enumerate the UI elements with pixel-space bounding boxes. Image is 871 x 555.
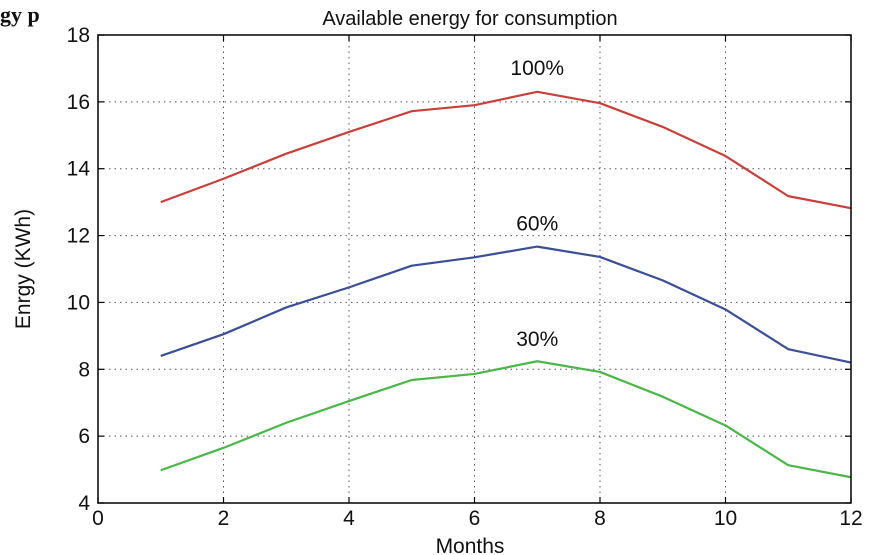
y-tick-label: 8 (78, 358, 90, 381)
y-tick-label: 16 (67, 91, 90, 114)
y-tick-label: 12 (67, 225, 90, 248)
y-axis-label: Enrgy (KWh) (12, 209, 35, 329)
y-tick-label: 10 (67, 291, 90, 314)
x-tick-label: 0 (92, 507, 104, 530)
x-tick-label: 12 (839, 507, 862, 530)
x-tick-label: 4 (343, 507, 355, 530)
series-layer (160, 90, 852, 479)
series-line-3 (160, 360, 852, 479)
annotation-layer: 100% 60% 30% (510, 57, 564, 351)
annotation-label: 60% (516, 213, 558, 236)
x-axis-label: Months (436, 535, 505, 555)
grid (98, 35, 851, 503)
series-line-1 (160, 90, 852, 210)
tick-layer: 0 2 4 6 8 10 12 4 6 8 10 12 14 16 18 (67, 24, 863, 530)
x-tick-label: 8 (594, 507, 606, 530)
header-fragment: gy p (0, 2, 40, 27)
y-tick-label: 14 (67, 158, 91, 181)
y-tick-label: 6 (78, 425, 90, 448)
annotation-label: 30% (516, 328, 558, 351)
x-tick-label: 6 (469, 507, 481, 530)
series-line-2 (160, 245, 852, 364)
x-tick-label: 2 (218, 507, 230, 530)
y-tick-label: 4 (78, 492, 90, 515)
x-tick-label: 10 (714, 507, 737, 530)
annotation-label: 100% (510, 57, 564, 80)
y-tick-label: 18 (67, 24, 90, 47)
chart-title: Available energy for consumption (322, 8, 617, 30)
